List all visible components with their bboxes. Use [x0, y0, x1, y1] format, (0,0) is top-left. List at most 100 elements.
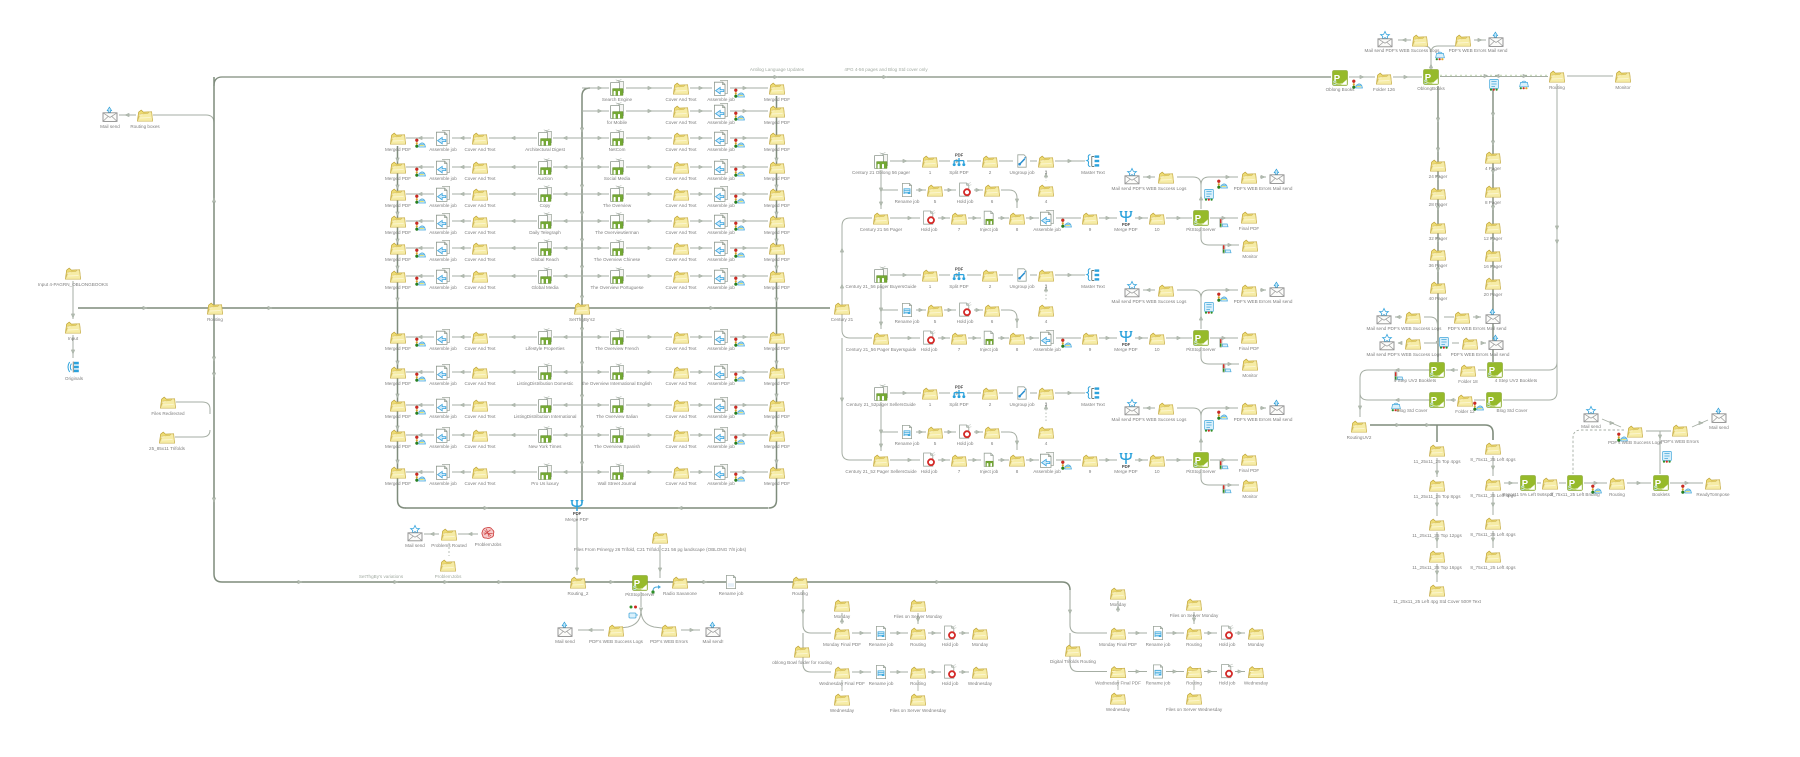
svg-text:Merged PDF: Merged PDF — [764, 414, 790, 419]
svg-text:Merged PDF: Merged PDF — [385, 285, 411, 290]
svg-text:4 Pager: 4 Pager — [1485, 166, 1502, 171]
svg-text:Hold job: Hold job — [1219, 642, 1236, 647]
svg-text:1: 1 — [929, 284, 932, 289]
svg-text:PitStop Server: PitStop Server — [625, 592, 655, 597]
svg-text:Assemble job: Assemble job — [707, 414, 735, 419]
svg-text:10: 10 — [1154, 469, 1160, 474]
svg-text:Century 21: Century 21 — [831, 317, 854, 322]
svg-text:Wednesday: Wednesday — [830, 708, 855, 713]
svg-text:Hold job: Hold job — [1219, 681, 1236, 686]
svg-text:Mail send PDF's WEB Success Lo: Mail send PDF's WEB Success Logs — [1367, 326, 1443, 331]
svg-text:Rename job: Rename job — [869, 681, 894, 686]
svg-text:Assemble job: Assemble job — [707, 203, 735, 208]
svg-text:Assemble job: Assemble job — [429, 203, 457, 208]
svg-text:Cover And Text: Cover And Text — [665, 97, 697, 102]
svg-text:Assemble job: Assemble job — [429, 176, 457, 181]
svg-text:8spor11 5% Left 9x6spdf: 8spor11 5% Left 9x6spdf — [1503, 492, 1554, 497]
svg-text:Cover And Text: Cover And Text — [665, 147, 697, 152]
svg-text:Digital Trifolds Routing: Digital Trifolds Routing — [1050, 659, 1096, 664]
svg-text:Mail send: Mail send — [1581, 424, 1601, 429]
svg-text:Files on Server Monday: Files on Server Monday — [1170, 613, 1219, 618]
svg-text:8_75x11_25 Left 4pgs: 8_75x11_25 Left 4pgs — [1470, 532, 1516, 537]
svg-text:Assemble job: Assemble job — [707, 257, 735, 262]
svg-text:Merged PDF: Merged PDF — [385, 230, 411, 235]
svg-text:Monday: Monday — [834, 614, 851, 619]
svg-text:PitStop Server: PitStop Server — [1186, 469, 1216, 474]
svg-text:Assemble job: Assemble job — [429, 481, 457, 486]
svg-text:Merged PDF: Merged PDF — [385, 147, 411, 152]
svg-text:Merged PDF: Merged PDF — [385, 481, 411, 486]
svg-text:12 Pager: 12 Pager — [1484, 236, 1503, 241]
svg-text:oblong Bowl folder for routing: oblong Bowl folder for routing — [772, 660, 832, 665]
svg-text:Cover And Text: Cover And Text — [464, 230, 496, 235]
svg-text:Assemble job: Assemble job — [429, 414, 457, 419]
svg-text:Century 21_52pager SellersGuid: Century 21_52pager SellersGuide — [846, 402, 916, 407]
svg-text:Cover And Text: Cover And Text — [464, 481, 496, 486]
svg-text:Blog Std Cover: Blog Std Cover — [1397, 408, 1428, 413]
svg-text:Rename job: Rename job — [719, 591, 744, 596]
svg-text:Assemble job: Assemble job — [429, 381, 457, 386]
svg-text:Routing: Routing — [1609, 492, 1625, 497]
svg-text:4 Step UV2 Booklets: 4 Step UV2 Booklets — [1394, 378, 1437, 383]
svg-text:Merged PDF: Merged PDF — [385, 381, 411, 386]
svg-text:36 Pager: 36 Pager — [1429, 263, 1448, 268]
svg-text:SetThgBy's variations: SetThgBy's variations — [359, 574, 404, 579]
svg-text:The Overview Chinese: The Overview Chinese — [594, 257, 641, 262]
svg-text:Monday: Monday — [1110, 602, 1127, 607]
svg-text:Routing: Routing — [207, 317, 223, 322]
svg-text:Master Text: Master Text — [1081, 284, 1105, 289]
svg-text:Merged PDF: Merged PDF — [764, 230, 790, 235]
svg-text:Global Reach: Global Reach — [531, 257, 559, 262]
svg-text:PDF's WEB Errors Mail send: PDF's WEB Errors Mail send — [1234, 186, 1293, 191]
svg-text:Monitor: Monitor — [1242, 494, 1258, 499]
svg-text:8: 8 — [1016, 469, 1019, 474]
svg-text:Copy: Copy — [540, 203, 551, 208]
svg-text:PitStop Server: PitStop Server — [1186, 347, 1216, 352]
svg-text:Assemble job: Assemble job — [1033, 347, 1061, 352]
svg-text:Mail send PDF's WEB Success Lo: Mail send PDF's WEB Success Logs — [1365, 48, 1441, 53]
svg-text:The Overview French: The Overview French — [595, 346, 639, 351]
svg-text:Routing_2: Routing_2 — [568, 591, 589, 596]
svg-text:Architectural Digest: Architectural Digest — [525, 147, 566, 152]
svg-text:Wednesday: Wednesday — [968, 681, 993, 686]
svg-text:Merged PDF: Merged PDF — [764, 285, 790, 290]
svg-text:7: 7 — [958, 227, 961, 232]
svg-text:Assemble job: Assemble job — [429, 444, 457, 449]
svg-text:Monitor: Monitor — [1242, 254, 1258, 259]
svg-text:Merged PDF: Merged PDF — [764, 381, 790, 386]
svg-text:Routing: Routing — [792, 591, 808, 596]
svg-text:Master Text: Master Text — [1081, 170, 1105, 175]
svg-text:Cover And Text: Cover And Text — [665, 120, 697, 125]
svg-text:Ungroup job: Ungroup job — [1009, 170, 1034, 175]
svg-text:Split PDF: Split PDF — [949, 284, 969, 289]
svg-text:Assemble job: Assemble job — [429, 230, 457, 235]
svg-text:2: 2 — [989, 402, 992, 407]
svg-text:PDF's WEB Errors Mail send: PDF's WEB Errors Mail send — [1448, 326, 1507, 331]
svg-text:Oblong Books: Oblong Books — [1326, 87, 1356, 92]
svg-text:1: 1 — [929, 170, 932, 175]
svg-text:Assemble job: Assemble job — [429, 285, 457, 290]
svg-text:New York Times: New York Times — [529, 444, 563, 449]
svg-text:Hold job: Hold job — [921, 347, 938, 352]
svg-text:28 Pager: 28 Pager — [1429, 202, 1448, 207]
svg-text:Mail send PDF's WEB Success Lo: Mail send PDF's WEB Success Logs — [1367, 352, 1443, 357]
svg-text:Merged PDF: Merged PDF — [385, 414, 411, 419]
svg-text:Merge PDF: Merge PDF — [1114, 227, 1138, 232]
svg-text:5: 5 — [934, 441, 937, 446]
svg-text:Cover And Text: Cover And Text — [665, 346, 697, 351]
svg-text:PDF's WEB Success Logs: PDF's WEB Success Logs — [589, 639, 644, 644]
svg-text:3: 3 — [1045, 284, 1048, 289]
svg-text:Merged PDF: Merged PDF — [764, 147, 790, 152]
svg-text:Inject job: Inject job — [980, 469, 999, 474]
svg-text:Routing: Routing — [1549, 85, 1565, 90]
svg-text:PDF's WEB Errors Mail send: PDF's WEB Errors Mail send — [1451, 352, 1510, 357]
svg-text:Mail send: Mail send — [1709, 425, 1729, 430]
svg-text:Assemble job: Assemble job — [707, 120, 735, 125]
svg-text:Mail send: Mail send — [555, 639, 575, 644]
svg-text:9: 9 — [1089, 469, 1092, 474]
svg-text:11_25x11_25 Left 4pg Std Cover: 11_25x11_25 Left 4pg Std Cover 500# Text — [1393, 599, 1482, 604]
svg-text:Cover And Text: Cover And Text — [464, 257, 496, 262]
svg-text:Monday Final PDF: Monday Final PDF — [1099, 642, 1137, 647]
svg-text:Input 4-PAGRN_OBLONGBOOKS: Input 4-PAGRN_OBLONGBOOKS — [38, 282, 108, 287]
svg-text:Cover And Text: Cover And Text — [665, 257, 697, 262]
